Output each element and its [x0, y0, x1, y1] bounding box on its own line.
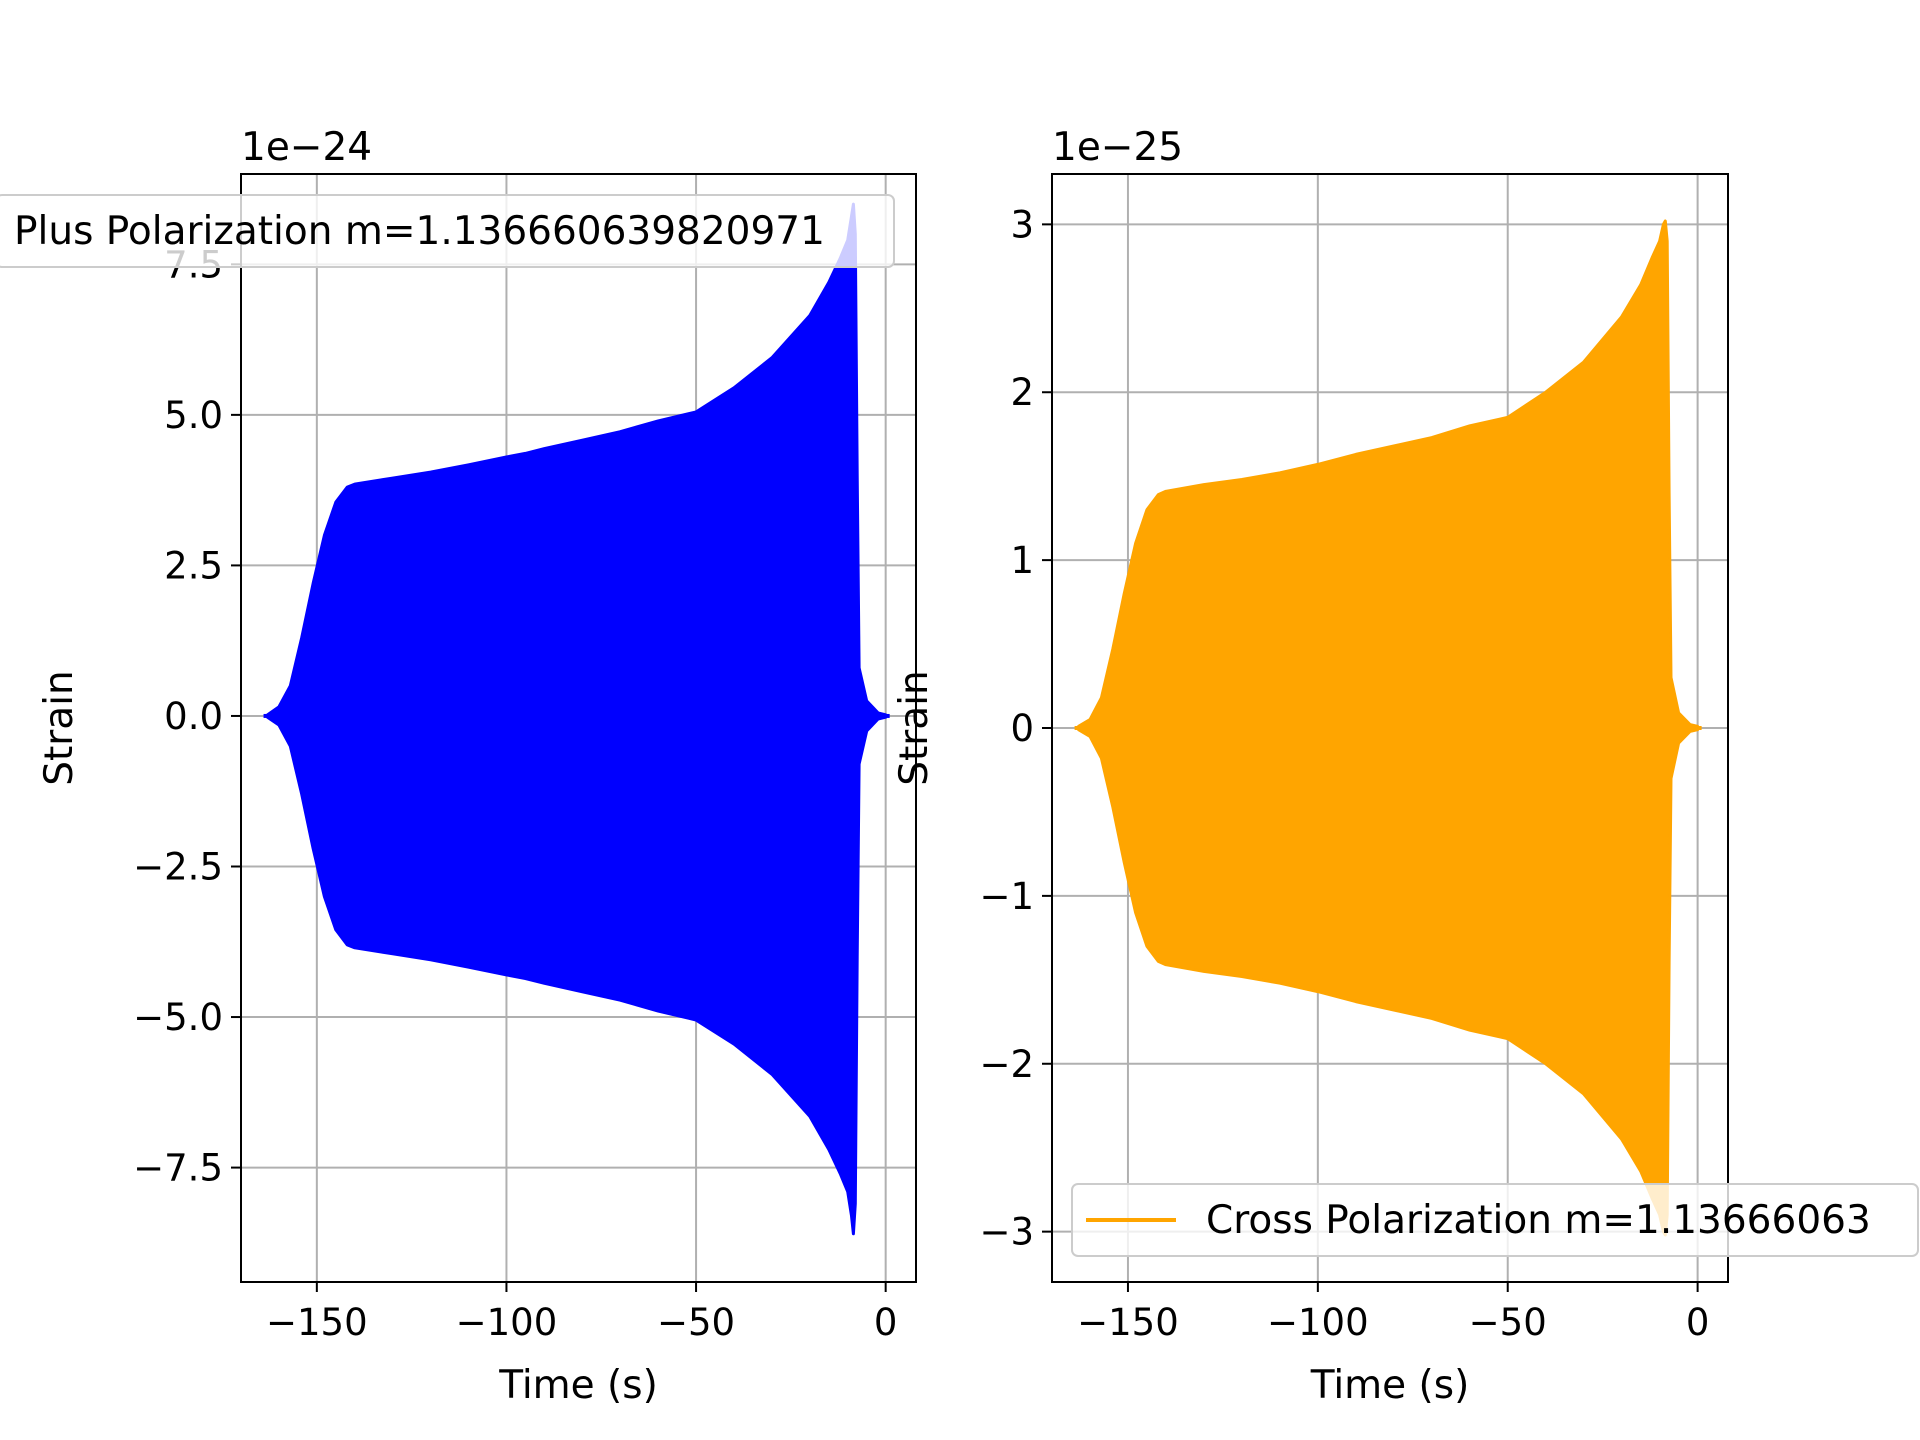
x-axis-label-plus: Time (s) [498, 1363, 658, 1408]
legend-box-cross [1071, 1183, 1919, 1257]
cross-polarization-waveform [1077, 219, 1700, 1237]
x-tick-label-cross-3: 0 [1686, 1301, 1710, 1344]
y-tick-label-plus-0: −7.5 [133, 1147, 223, 1190]
y-tick-label-cross-6: 3 [1010, 203, 1034, 246]
y-tick-label-cross-5: 2 [1010, 371, 1034, 414]
y-tick-label-plus-5: 5.0 [164, 394, 223, 437]
x-tick-label-cross-0: −150 [1077, 1301, 1179, 1344]
y-tick-label-plus-3: 0.0 [164, 695, 223, 738]
y-tick-label-cross-4: 1 [1010, 539, 1034, 582]
x-tick-label-plus-1: −100 [456, 1301, 558, 1344]
y-tick-label-plus-4: 2.5 [164, 544, 223, 587]
axes-frame-plus [240, 173, 917, 1283]
ticks-cross: −150 −100 −50 0 −3 −2 −1 0 1 2 3 [979, 203, 1709, 1344]
legend-cross: Cross Polarization m=1.13666063 [1071, 1183, 1919, 1257]
y-tick-label-plus-2: −2.5 [133, 846, 223, 889]
x-axis-label-cross: Time (s) [1310, 1363, 1470, 1408]
legend-box-plus [0, 194, 895, 268]
y-tick-label-plus-1: −5.0 [133, 996, 223, 1039]
y-tick-label-cross-1: −2 [979, 1043, 1034, 1086]
y-axis-label-plus: Strain [37, 670, 82, 786]
x-tick-label-cross-2: −50 [1469, 1301, 1547, 1344]
legend-label-plus: Plus Polarization m=1.136660639820971 [14, 209, 825, 254]
subplot-plus: −150−100−500−7.5−5.0−2.50.02.55.07.5 1e−… [0, 125, 917, 1408]
series-plus-polarization [263, 202, 890, 1236]
y-offset-label-cross: 1e−25 [1052, 125, 1183, 170]
subplot-cross: −150 −100 −50 0 −3 −2 −1 0 1 2 3 1e−25 Time (s) St… [892, 125, 1919, 1408]
y-tick-label-cross-2: −1 [979, 875, 1034, 918]
legend-plus: Plus Polarization m=1.136660639820971 [0, 194, 895, 268]
legend-label-cross: Cross Polarization m=1.13666063 [1206, 1198, 1871, 1243]
y-offset-label-plus: 1e−24 [241, 125, 372, 170]
series-cross-polarization [1074, 219, 1702, 1237]
y-tick-label-cross-3: 0 [1010, 707, 1034, 750]
x-tick-label-plus-0: −150 [266, 1301, 368, 1344]
x-tick-label-plus-2: −50 [657, 1301, 735, 1344]
x-tick-label-cross-1: −100 [1267, 1301, 1369, 1344]
x-tick-label-plus-3: 0 [874, 1301, 898, 1344]
y-axis-label-cross: Strain [892, 670, 937, 786]
y-tick-label-cross-0: −3 [979, 1211, 1034, 1254]
